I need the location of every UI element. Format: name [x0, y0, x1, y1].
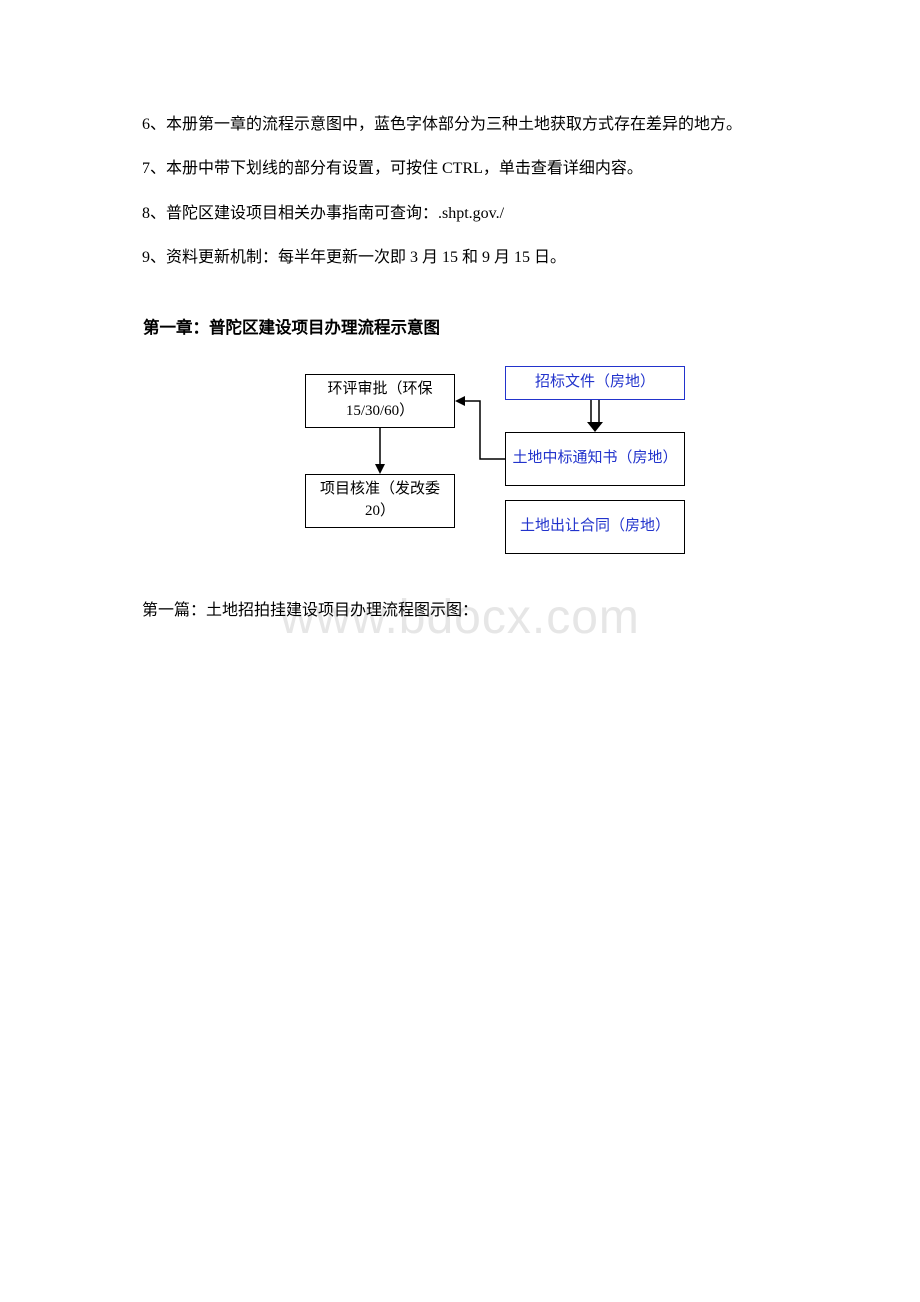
page-content: 6、本册第一章的流程示意图中，蓝色字体部分为三种土地获取方式存在差异的地方。 7… [0, 0, 920, 620]
paragraph-9: 9、资料更新机制：每半年更新一次即 3 月 15 和 9 月 15 日。 [110, 243, 810, 273]
node-project-approval: 项目核准（发改委 20） [305, 474, 455, 528]
node-bid-notice: 土地中标通知书（房地） [505, 432, 685, 486]
paragraph-8: 8、普陀区建设项目相关办事指南可查询：.shpt.gov./ [110, 199, 810, 229]
arrow-down-double [585, 400, 605, 432]
node-bid-document: 招标文件（房地） [505, 366, 685, 400]
node-land-contract: 土地出让合同（房地） [505, 500, 685, 554]
arrow-left-elbow [455, 396, 505, 466]
node-env-approval: 环评审批（环保 15/30/60） [305, 374, 455, 428]
chapter-1-title: 第一章：普陀区建设项目办理流程示意图 [110, 314, 810, 338]
section-1-label: 第一篇：土地招拍挂建设项目办理流程图示图： [110, 596, 810, 620]
paragraph-7: 7、本册中带下划线的部分有设置，可按住 CTRL，单击查看详细内容。 [110, 154, 810, 184]
paragraph-6: 6、本册第一章的流程示意图中，蓝色字体部分为三种土地获取方式存在差异的地方。 [110, 110, 810, 140]
arrow-down-single [372, 428, 388, 474]
flowchart-diagram: 环评审批（环保 15/30/60） 项目核准（发改委 20） 招标文件（房地） … [110, 366, 810, 576]
